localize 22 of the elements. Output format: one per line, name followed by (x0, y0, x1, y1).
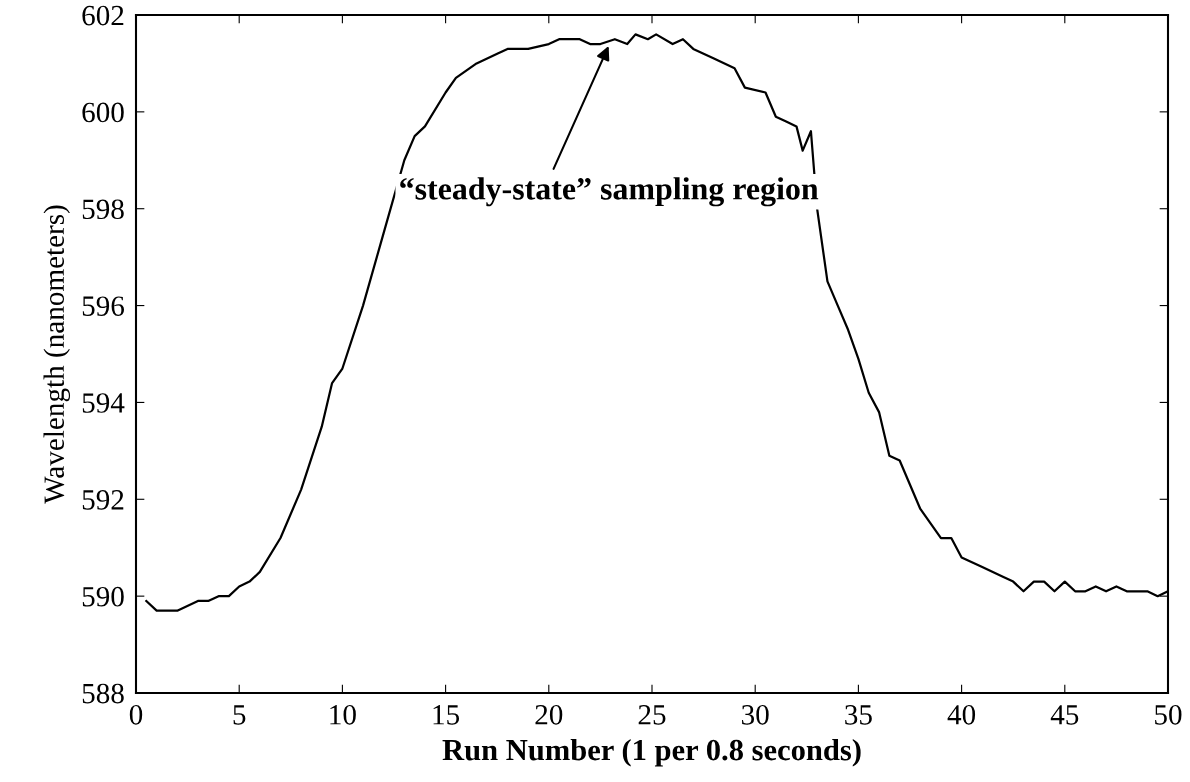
x-tick-label: 20 (535, 704, 563, 725)
x-tick-label: 0 (129, 704, 143, 725)
y-tick-label: 594 (82, 393, 125, 413)
y-tick-label: 588 (82, 683, 124, 704)
y-tick-label: 592 (82, 490, 124, 510)
x-tick-label: 25 (638, 705, 666, 725)
y-axis-title: Wavelength (nanometers) (43, 205, 71, 504)
x-tick-label: 5 (233, 705, 246, 725)
y-tick-label: 596 (82, 296, 125, 316)
x-tick-label: 30 (742, 704, 769, 725)
x-tick-label: 50 (1155, 704, 1182, 725)
y-tick-label: 602 (82, 5, 124, 26)
x-axis-title: Run Number (1 per 0.8 seconds) (442, 738, 861, 767)
x-tick-label: 35 (845, 705, 872, 725)
x-tick-label: 40 (947, 704, 976, 725)
annotation: “steady-state” sampling region (400, 177, 819, 207)
y-tick-label: 598 (82, 199, 124, 220)
x-tick-label: 45 (1050, 705, 1079, 725)
x-tick-label: 10 (330, 704, 356, 725)
x-tick-label: 15 (433, 705, 460, 725)
y-tick-label: 590 (82, 586, 124, 607)
y-tick-label: 600 (82, 102, 124, 123)
